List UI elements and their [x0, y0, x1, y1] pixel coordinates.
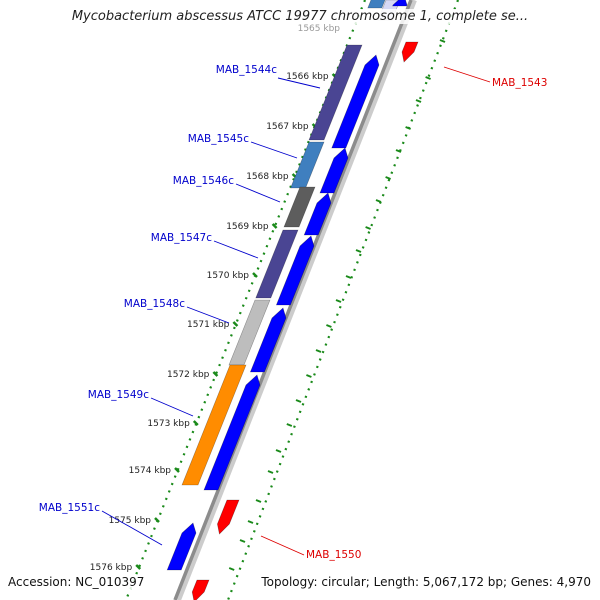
- gene-arrow-mab-1549c: [203, 374, 261, 491]
- gene-label[interactable]: MAB_1543: [492, 77, 547, 89]
- cog-bar-mab-1544c: [308, 44, 363, 141]
- gene-arrow-mab-1543: [401, 41, 419, 63]
- ruler-tick: [154, 517, 160, 523]
- ruler-tick-right: [326, 324, 332, 328]
- ruler-tick-label: 1567 kbp: [266, 122, 309, 132]
- gene-arrow-bottom: [191, 579, 210, 600]
- ruler-minor-tick: [335, 299, 342, 303]
- ruler-tick-label: 1573 kbp: [147, 419, 190, 429]
- gene-arrow-mab-1544c: [331, 54, 380, 149]
- gene-label[interactable]: MAB_1545c: [188, 133, 249, 145]
- gene-leader-line: [186, 306, 230, 324]
- ruler-tick-right: [425, 76, 431, 80]
- gene-leader-line: [277, 77, 321, 89]
- gene-label[interactable]: MAB_1548c: [124, 298, 185, 310]
- backbone-shadow: [175, 0, 417, 600]
- ruler-tick: [212, 371, 219, 377]
- cog-bar-mab-1547c: [255, 229, 299, 299]
- ruler-tick: [174, 467, 180, 473]
- ruler-tick-right: [286, 423, 293, 427]
- gene-leader-line: [250, 141, 298, 159]
- ruler-minor-tick: [295, 399, 302, 403]
- ruler-tick-label: 1572 kbp: [167, 370, 210, 380]
- cog-bar-top: [367, 0, 386, 9]
- ruler-tick-right: [247, 520, 254, 524]
- gene-arrow-mab-1547c: [275, 235, 315, 306]
- ruler-tick-right: [267, 470, 274, 474]
- ruler-tick-label: 1576 kbp: [90, 563, 133, 573]
- ruler-tick-right: [385, 176, 391, 180]
- gene-arrow-mab-1551c: [166, 522, 197, 571]
- topology-info-text: Topology: circular; Length: 5,067,172 bp…: [261, 575, 591, 589]
- gene-arrow-mab-1545c: [319, 147, 349, 194]
- gene-label[interactable]: MAB_1547c: [151, 232, 212, 244]
- ruler-minor-tick: [375, 199, 382, 203]
- ruler-tick-right: [365, 226, 371, 230]
- gene-leader-line: [213, 240, 259, 259]
- accession-text: Accession: NC_010397: [8, 575, 145, 589]
- ruler-minor-tick: [239, 539, 246, 543]
- map-title: Mycobacterium abscessus ATCC 19977 chrom…: [0, 9, 600, 24]
- backbone: [173, 0, 413, 600]
- ruler-tick-label-top: 1565 kbp: [298, 24, 341, 34]
- ruler-tick: [135, 564, 142, 570]
- gene-arrow-mab-1550: [217, 499, 240, 535]
- gene-label[interactable]: MAB_1544c: [216, 64, 277, 76]
- gene-label[interactable]: MAB_1551c: [39, 502, 100, 514]
- ruler-tick-right: [228, 567, 235, 571]
- ruler-tick-right: [306, 374, 312, 378]
- ruler-minor-tick: [255, 499, 262, 503]
- ruler-minor-tick: [275, 449, 282, 453]
- ruler-tick: [192, 420, 199, 426]
- ruler-tick-label: 1570 kbp: [207, 271, 250, 281]
- ruler-tick: [232, 321, 239, 327]
- ruler-tick-label: 1568 kbp: [246, 172, 289, 182]
- ruler-tick-label: 1575 kbp: [109, 516, 152, 526]
- gene-label[interactable]: MAB_1546c: [173, 175, 234, 187]
- gene-arrow-mab-1546c: [303, 192, 332, 236]
- gene-leader-line: [150, 397, 194, 417]
- ruler-tick-right: [345, 275, 352, 279]
- ruler-minor-tick: [315, 349, 322, 353]
- ruler-tick-label: 1566 kbp: [286, 72, 329, 82]
- ruler-minor-tick: [439, 39, 446, 43]
- gene-leader-line: [235, 183, 281, 203]
- ruler-tick-right: [405, 126, 411, 130]
- ruler-tick-label: 1571 kbp: [187, 320, 230, 330]
- cog-bar-mab-1545c: [290, 141, 325, 189]
- gene-arrow-top: [392, 0, 408, 7]
- ruler-tick: [252, 272, 258, 278]
- gene-leader-line: [101, 510, 163, 546]
- gene-label[interactable]: MAB_1550: [306, 549, 361, 561]
- gene-leader-line: [260, 535, 305, 556]
- cog-bar-mab-1546c: [283, 186, 316, 228]
- gene-leader-line: [443, 66, 491, 83]
- ruler-tick-label: 1569 kbp: [226, 222, 269, 232]
- cog-bar-mab-1549c: [181, 364, 247, 486]
- right-dotted-track: [226, 0, 460, 600]
- ruler-tick: [271, 223, 278, 229]
- gene-arrow-mab-1548c: [249, 307, 287, 373]
- ruler-minor-tick: [355, 249, 362, 253]
- ruler-minor-tick: [395, 149, 402, 153]
- ruler-minor-tick: [415, 99, 422, 103]
- ruler-tick-label: 1574 kbp: [129, 466, 172, 476]
- gene-label[interactable]: MAB_1549c: [88, 389, 149, 401]
